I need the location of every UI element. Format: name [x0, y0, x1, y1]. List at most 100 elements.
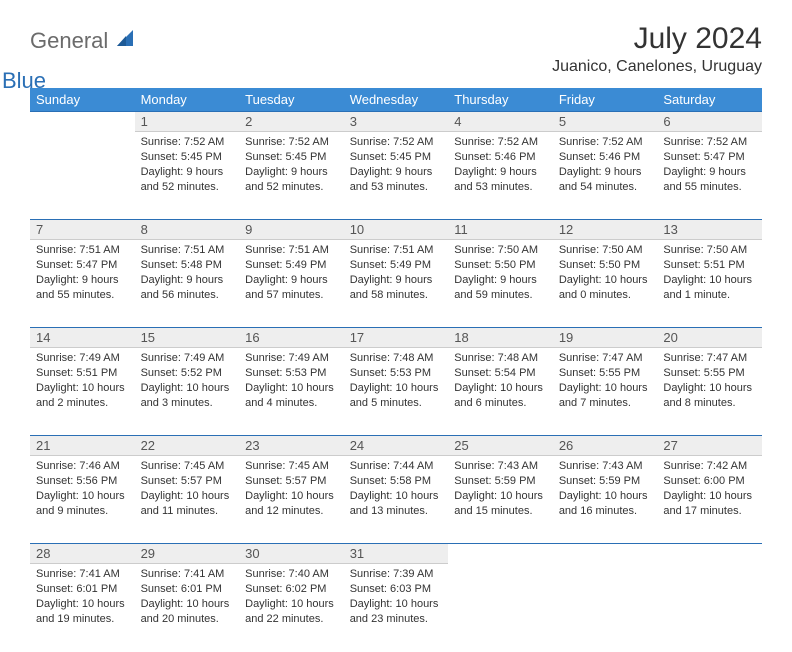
sunset-line: Sunset: 5:45 PM — [245, 150, 338, 165]
daylight-line: Daylight: 10 hours and 11 minutes. — [141, 489, 234, 519]
daylight-line: Daylight: 10 hours and 16 minutes. — [559, 489, 652, 519]
sunrise-line: Sunrise: 7:47 AM — [559, 351, 652, 366]
empty-cell — [553, 564, 658, 652]
sunset-line: Sunset: 5:59 PM — [559, 474, 652, 489]
day-details: Sunrise: 7:41 AMSunset: 6:01 PMDaylight:… — [135, 564, 240, 630]
daylight-line: Daylight: 9 hours and 52 minutes. — [245, 165, 338, 195]
day-number-cell: 25 — [448, 436, 553, 456]
daylight-line: Daylight: 10 hours and 2 minutes. — [36, 381, 129, 411]
day-number-cell: 30 — [239, 544, 344, 564]
day-details: Sunrise: 7:49 AMSunset: 5:51 PMDaylight:… — [30, 348, 135, 414]
sunset-line: Sunset: 5:45 PM — [350, 150, 443, 165]
sunset-line: Sunset: 5:53 PM — [245, 366, 338, 381]
sunset-line: Sunset: 5:51 PM — [36, 366, 129, 381]
empty-cell — [30, 112, 135, 132]
sunrise-line: Sunrise: 7:49 AM — [141, 351, 234, 366]
sunrise-line: Sunrise: 7:47 AM — [663, 351, 756, 366]
sunrise-line: Sunrise: 7:52 AM — [350, 135, 443, 150]
day-number-cell: 18 — [448, 328, 553, 348]
location: Juanico, Canelones, Uruguay — [552, 58, 762, 76]
day-cell: Sunrise: 7:50 AMSunset: 5:51 PMDaylight:… — [657, 240, 762, 328]
sunset-line: Sunset: 5:58 PM — [350, 474, 443, 489]
sunrise-line: Sunrise: 7:52 AM — [454, 135, 547, 150]
sunset-line: Sunset: 5:49 PM — [350, 258, 443, 273]
day-details: Sunrise: 7:49 AMSunset: 5:53 PMDaylight:… — [239, 348, 344, 414]
day-number-cell: 5 — [553, 112, 658, 132]
sunset-line: Sunset: 5:47 PM — [36, 258, 129, 273]
day-cell: Sunrise: 7:48 AMSunset: 5:53 PMDaylight:… — [344, 348, 449, 436]
day-cell: Sunrise: 7:50 AMSunset: 5:50 PMDaylight:… — [553, 240, 658, 328]
day-details: Sunrise: 7:44 AMSunset: 5:58 PMDaylight:… — [344, 456, 449, 522]
day-details: Sunrise: 7:52 AMSunset: 5:47 PMDaylight:… — [657, 132, 762, 198]
day-number-cell: 31 — [344, 544, 449, 564]
sunset-line: Sunset: 5:48 PM — [141, 258, 234, 273]
day-number-cell: 4 — [448, 112, 553, 132]
daylight-line: Daylight: 10 hours and 5 minutes. — [350, 381, 443, 411]
sunset-line: Sunset: 5:46 PM — [559, 150, 652, 165]
sunset-line: Sunset: 6:01 PM — [36, 582, 129, 597]
day-cell: Sunrise: 7:46 AMSunset: 5:56 PMDaylight:… — [30, 456, 135, 544]
sunrise-line: Sunrise: 7:42 AM — [663, 459, 756, 474]
empty-cell — [30, 132, 135, 220]
sunrise-line: Sunrise: 7:51 AM — [245, 243, 338, 258]
day-number-cell: 7 — [30, 220, 135, 240]
brand-blue: Blue — [2, 68, 46, 93]
day-number-cell: 6 — [657, 112, 762, 132]
daylight-line: Daylight: 10 hours and 4 minutes. — [245, 381, 338, 411]
day-details: Sunrise: 7:50 AMSunset: 5:50 PMDaylight:… — [553, 240, 658, 306]
day-details: Sunrise: 7:46 AMSunset: 5:56 PMDaylight:… — [30, 456, 135, 522]
weekday-header: Tuesday — [239, 88, 344, 112]
day-number-cell: 19 — [553, 328, 658, 348]
sunrise-line: Sunrise: 7:45 AM — [245, 459, 338, 474]
sunset-line: Sunset: 5:57 PM — [141, 474, 234, 489]
sunset-line: Sunset: 5:51 PM — [663, 258, 756, 273]
daylight-line: Daylight: 10 hours and 6 minutes. — [454, 381, 547, 411]
day-content-row: Sunrise: 7:49 AMSunset: 5:51 PMDaylight:… — [30, 348, 762, 436]
daylight-line: Daylight: 9 hours and 53 minutes. — [454, 165, 547, 195]
sunrise-line: Sunrise: 7:52 AM — [559, 135, 652, 150]
day-cell: Sunrise: 7:44 AMSunset: 5:58 PMDaylight:… — [344, 456, 449, 544]
daylight-line: Daylight: 10 hours and 8 minutes. — [663, 381, 756, 411]
day-details: Sunrise: 7:48 AMSunset: 5:54 PMDaylight:… — [448, 348, 553, 414]
day-cell: Sunrise: 7:52 AMSunset: 5:45 PMDaylight:… — [135, 132, 240, 220]
sunset-line: Sunset: 5:45 PM — [141, 150, 234, 165]
sunset-line: Sunset: 6:02 PM — [245, 582, 338, 597]
weekday-header: Thursday — [448, 88, 553, 112]
day-cell: Sunrise: 7:52 AMSunset: 5:47 PMDaylight:… — [657, 132, 762, 220]
daylight-line: Daylight: 9 hours and 55 minutes. — [36, 273, 129, 303]
day-cell: Sunrise: 7:52 AMSunset: 5:45 PMDaylight:… — [344, 132, 449, 220]
brand-general: General — [30, 28, 108, 53]
sunset-line: Sunset: 5:53 PM — [350, 366, 443, 381]
day-details: Sunrise: 7:47 AMSunset: 5:55 PMDaylight:… — [657, 348, 762, 414]
day-details: Sunrise: 7:51 AMSunset: 5:49 PMDaylight:… — [239, 240, 344, 306]
empty-cell — [448, 544, 553, 564]
day-cell: Sunrise: 7:41 AMSunset: 6:01 PMDaylight:… — [30, 564, 135, 652]
month-title: July 2024 — [552, 22, 762, 56]
sunrise-line: Sunrise: 7:48 AM — [350, 351, 443, 366]
day-cell: Sunrise: 7:51 AMSunset: 5:49 PMDaylight:… — [344, 240, 449, 328]
sunset-line: Sunset: 5:50 PM — [454, 258, 547, 273]
day-number-cell: 23 — [239, 436, 344, 456]
day-number-cell: 15 — [135, 328, 240, 348]
day-number-cell: 21 — [30, 436, 135, 456]
day-number-cell: 26 — [553, 436, 658, 456]
sunrise-line: Sunrise: 7:44 AM — [350, 459, 443, 474]
sunrise-line: Sunrise: 7:51 AM — [350, 243, 443, 258]
sunset-line: Sunset: 5:46 PM — [454, 150, 547, 165]
daylight-line: Daylight: 9 hours and 53 minutes. — [350, 165, 443, 195]
title-block: July 2024 Juanico, Canelones, Uruguay — [552, 22, 762, 76]
sunset-line: Sunset: 5:55 PM — [559, 366, 652, 381]
sunrise-line: Sunrise: 7:50 AM — [663, 243, 756, 258]
calendar-table: SundayMondayTuesdayWednesdayThursdayFrid… — [30, 88, 762, 652]
day-number-cell: 28 — [30, 544, 135, 564]
day-number-cell: 12 — [553, 220, 658, 240]
day-details: Sunrise: 7:49 AMSunset: 5:52 PMDaylight:… — [135, 348, 240, 414]
sunrise-line: Sunrise: 7:52 AM — [663, 135, 756, 150]
sunrise-line: Sunrise: 7:39 AM — [350, 567, 443, 582]
sunrise-line: Sunrise: 7:51 AM — [36, 243, 129, 258]
day-content-row: Sunrise: 7:46 AMSunset: 5:56 PMDaylight:… — [30, 456, 762, 544]
day-details: Sunrise: 7:52 AMSunset: 5:46 PMDaylight:… — [553, 132, 658, 198]
day-number-row: 21222324252627 — [30, 436, 762, 456]
day-cell: Sunrise: 7:52 AMSunset: 5:45 PMDaylight:… — [239, 132, 344, 220]
day-number-cell: 14 — [30, 328, 135, 348]
